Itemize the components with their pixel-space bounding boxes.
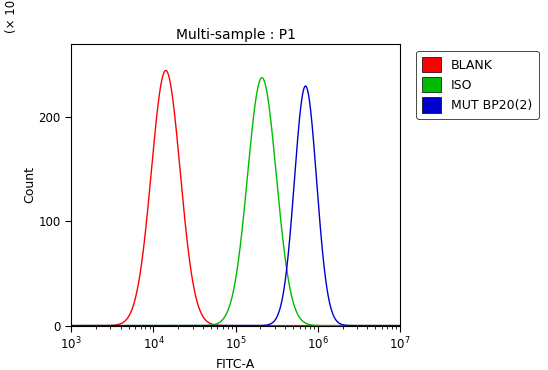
Legend: BLANK, ISO, MUT BP20(2): BLANK, ISO, MUT BP20(2) [416, 51, 539, 119]
X-axis label: FITC-A: FITC-A [216, 358, 255, 370]
Text: (× 10¹): (× 10¹) [5, 0, 19, 33]
Y-axis label: Count: Count [23, 166, 36, 204]
Title: Multi-sample : P1: Multi-sample : P1 [176, 28, 295, 42]
